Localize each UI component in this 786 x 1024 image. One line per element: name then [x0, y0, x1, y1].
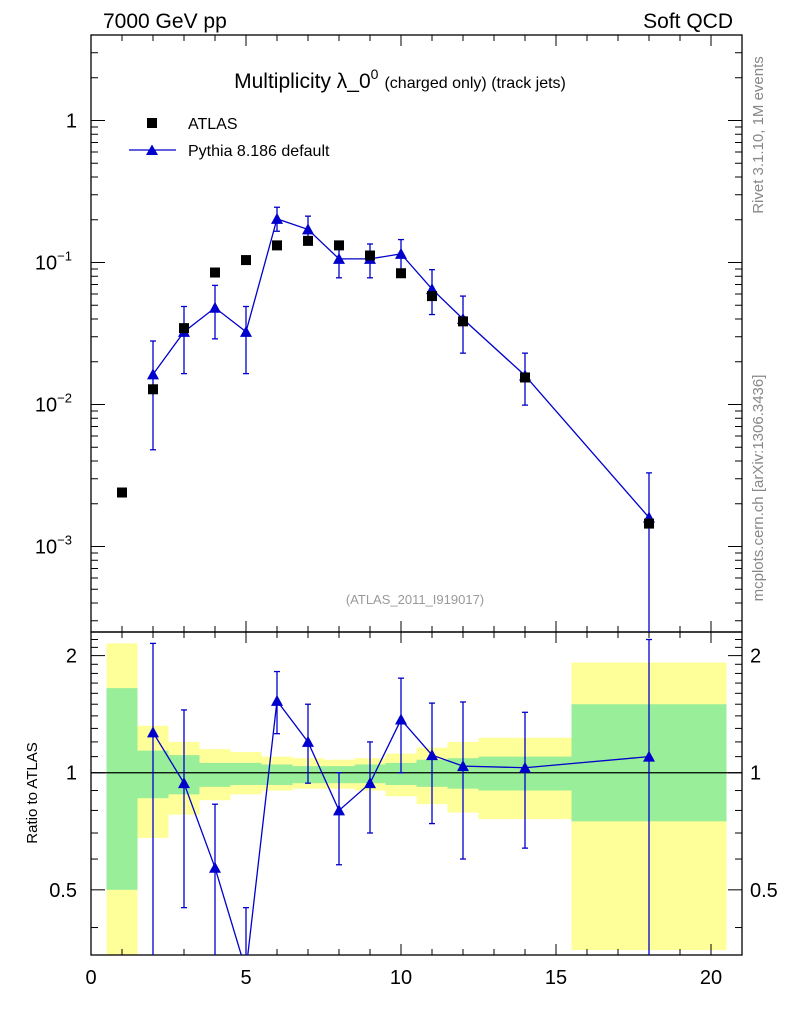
pythia-ratio-point	[178, 777, 190, 789]
ratio-stat-band-9	[385, 762, 417, 785]
header-energy: 7000 GeV pp	[103, 10, 227, 33]
atlas-point	[520, 372, 530, 383]
atlas-point	[458, 316, 468, 327]
ratio-stat-band-5	[261, 764, 293, 785]
pythia-ratio-point	[271, 694, 283, 706]
x-tick-label: 10	[390, 967, 412, 989]
analysis-tag: (ATLAS_2011_I919017)	[346, 592, 484, 607]
atlas-point	[148, 384, 158, 395]
pythia-ratio-point	[395, 713, 407, 725]
y-tick-label: 10−1	[35, 248, 72, 274]
pythia-point	[240, 325, 252, 337]
x-tick-label: 15	[545, 967, 567, 989]
atlas-point	[272, 240, 282, 251]
pythia-point	[302, 223, 314, 235]
pythia-point	[209, 301, 221, 313]
atlas-point	[210, 267, 220, 278]
atlas-point	[241, 255, 251, 266]
pythia-ratio-point	[333, 804, 345, 816]
atlas-point	[396, 268, 406, 279]
ratio-axis-label: Ratio to ATLAS	[24, 742, 41, 843]
atlas-point	[179, 323, 189, 334]
atlas-point	[117, 487, 127, 498]
pythia-point	[333, 252, 345, 264]
x-tick-label: 20	[700, 967, 722, 989]
ratio-stat-band-4	[230, 762, 262, 785]
atlas-point	[644, 518, 654, 529]
legend-pythia-marker	[146, 144, 158, 155]
ratio-plot-frame	[90, 631, 743, 956]
chart-title: Multiplicity λ_00(charged only) (track j…	[234, 66, 566, 93]
legend-atlas-marker	[147, 118, 157, 128]
pythia-ratio-point	[147, 726, 159, 738]
x-tick-label: 5	[240, 967, 251, 989]
pythia-ratio-point	[364, 777, 376, 789]
ratio-uncertainty-bands	[106, 643, 727, 955]
pythia-series-main	[147, 206, 655, 632]
atlas-point	[427, 291, 437, 302]
ratio-stat-band-0	[106, 688, 138, 890]
atlas-point	[303, 235, 313, 246]
rivet-version-label: Rivet 3.1.10, 1M events	[750, 56, 767, 214]
y-tick-label: 10−2	[35, 391, 72, 417]
ratio-y-tick-label-left: 0.5	[49, 880, 77, 902]
legend-atlas-label: ATLAS	[188, 116, 238, 133]
pythia-ratio-point	[643, 750, 655, 762]
x-tick-label: 0	[85, 967, 96, 989]
pythia-ratio-point	[426, 749, 438, 761]
pythia-ratio-point	[302, 735, 314, 747]
ratio-y-tick-label-right: 0.5	[750, 880, 778, 902]
pythia-ratio-point	[457, 760, 469, 772]
tick-labels: 0 5 10 15 20 1 10−1 10−2 10−3 0.5 0.5 1 1 2 2	[35, 110, 778, 989]
y-tick-label: 1	[66, 110, 77, 132]
ratio-y-tick-label-right: 1	[750, 763, 761, 785]
pythia-ratio-point	[519, 761, 531, 773]
axis-ticks	[90, 34, 743, 955]
pythia-point	[395, 247, 407, 259]
atlas-point	[365, 250, 375, 261]
ratio-stat-band-3	[199, 762, 231, 787]
pythia-series-ratio	[147, 638, 655, 955]
pythia-point	[147, 368, 159, 380]
legend: ATLAS Pythia 8.186 default	[129, 116, 330, 160]
ratio-y-tick-label-right: 2	[750, 646, 761, 668]
pythia-ratio-point	[209, 861, 221, 873]
ratio-y-tick-label-left: 2	[66, 646, 77, 668]
header-category: Soft QCD	[643, 10, 733, 33]
ratio-y-tick-label-left: 1	[66, 763, 77, 785]
atlas-point	[334, 240, 344, 251]
y-tick-label: 10−3	[35, 533, 72, 559]
pythia-point	[271, 212, 283, 224]
legend-pythia-label: Pythia 8.186 default	[188, 143, 330, 160]
mcplots-reference-label: mcplots.cern.ch [arXiv:1306.3436]	[750, 375, 767, 602]
atlas-series-main	[117, 235, 654, 529]
